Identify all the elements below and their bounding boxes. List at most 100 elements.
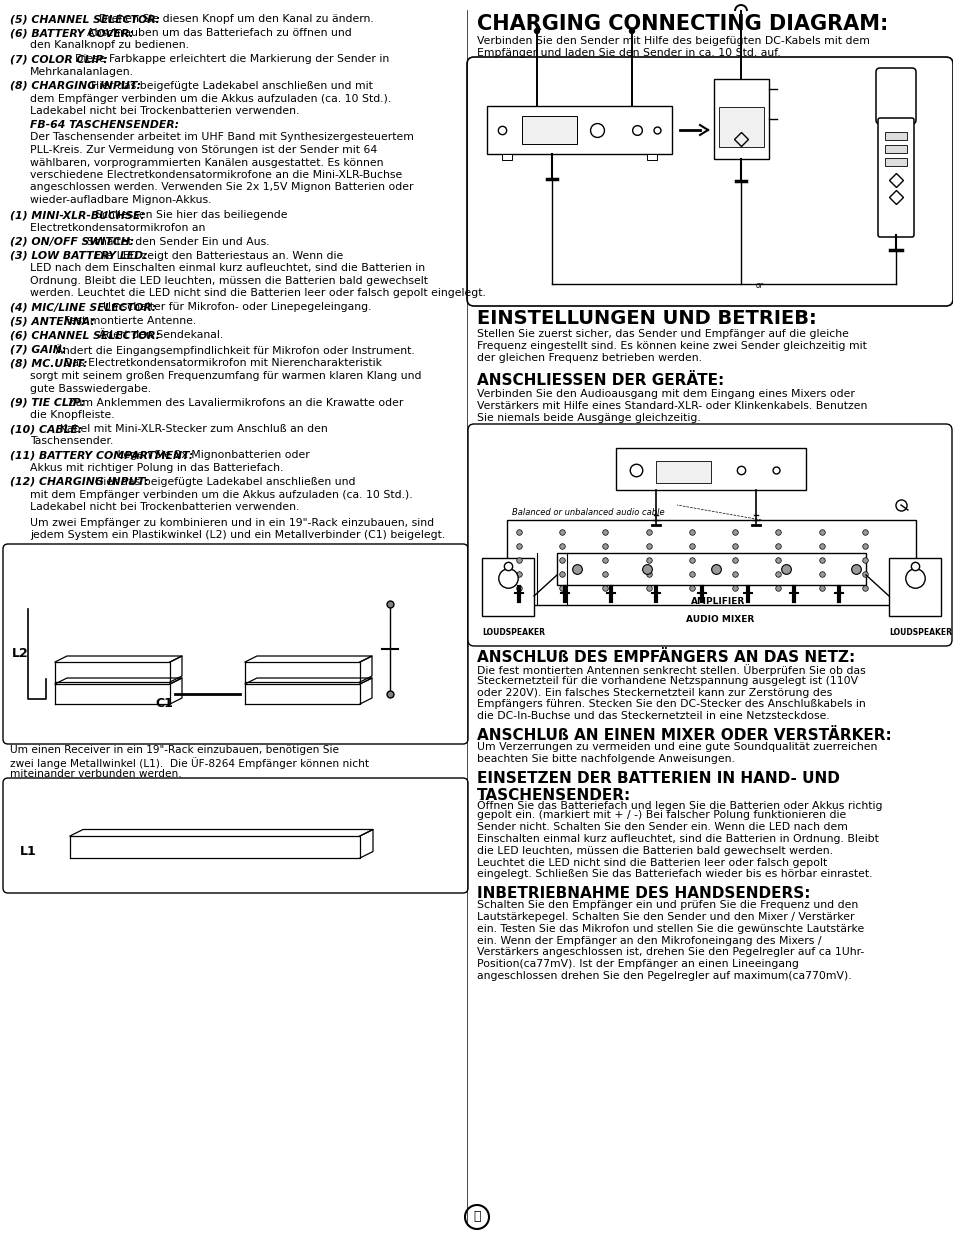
Text: Schliessen Sie hier das beiliegende: Schliessen Sie hier das beiliegende [88, 210, 287, 221]
Text: FB-64 TASCHENSENDER:: FB-64 TASCHENSENDER: [30, 120, 179, 130]
Text: ANSCHLIESSEN DER GERÄTE:: ANSCHLIESSEN DER GERÄTE: [476, 373, 723, 388]
Text: (10) CABLE:: (10) CABLE: [10, 424, 82, 433]
Bar [616, 448, 805, 490]
FancyBboxPatch shape [468, 424, 951, 646]
Text: Steckernetzteil für die vorhandene Netzspannung ausgelegt ist (110V: Steckernetzteil für die vorhandene Netzs… [476, 676, 858, 685]
Text: Hier das beigefügte Ladekabel anschließen und mit: Hier das beigefügte Ladekabel anschließe… [84, 82, 373, 91]
Text: PLL-Kreis. Zur Vermeidung von Störungen ist der Sender mit 64: PLL-Kreis. Zur Vermeidung von Störungen … [30, 144, 376, 156]
Text: LED nach dem Einschalten einmal kurz aufleuchtet, sind die Batterien in: LED nach dem Einschalten einmal kurz auf… [30, 263, 425, 273]
Text: Verstärkers angeschlossen ist, drehen Sie den Pegelregler auf ca 1Uhr-: Verstärkers angeschlossen ist, drehen Si… [476, 947, 863, 957]
Text: Legen Sie 2x Mignonbatterien oder: Legen Sie 2x Mignonbatterien oder [108, 451, 310, 461]
Text: Akkus mit richtiger Polung in das Batteriefach.: Akkus mit richtiger Polung in das Batter… [30, 463, 283, 473]
Text: LOUDSPEAKER: LOUDSPEAKER [481, 629, 544, 637]
Text: Sie niemals beide Ausgänge gleichzeitig.: Sie niemals beide Ausgänge gleichzeitig. [476, 412, 700, 424]
Text: Ädert den Sendekanal.: Ädert den Sendekanal. [91, 331, 223, 341]
Bar [884, 144, 906, 153]
Text: (4) MIC/LINE SELECTOR:: (4) MIC/LINE SELECTOR: [10, 303, 156, 312]
Text: INBETRIEBNAHME DES HANDSENDERS:: INBETRIEBNAHME DES HANDSENDERS: [476, 887, 810, 902]
Text: ANSCHLUß AN EINEN MIXER ODER VERSTÄRKER:: ANSCHLUß AN EINEN MIXER ODER VERSTÄRKER: [476, 727, 891, 743]
Text: (9) TIE CLIP:: (9) TIE CLIP: [10, 398, 85, 408]
Text: eingelegt. Schließen Sie das Batteriefach wieder bis es hörbar einrastet.: eingelegt. Schließen Sie das Batteriefac… [476, 869, 872, 879]
Text: Verbinden Sie den Sender mit Hilfe des beigefügten DC-Kabels mit dem: Verbinden Sie den Sender mit Hilfe des b… [476, 36, 869, 46]
Text: Schalten Sie den Empfänger ein und prüfen Sie die Frequenz und den: Schalten Sie den Empfänger ein und prüfe… [476, 900, 858, 910]
Text: Ladekabel nicht bei Trockenbatterien verwenden.: Ladekabel nicht bei Trockenbatterien ver… [30, 106, 299, 116]
Text: Abschrauben um das Batteriefach zu öffnen und: Abschrauben um das Batteriefach zu öffne… [80, 28, 352, 38]
Text: (11) BATTERY COMPARTMENT:: (11) BATTERY COMPARTMENT: [10, 451, 193, 461]
FancyBboxPatch shape [3, 778, 468, 893]
Text: Drehen Sie diesen Knopf um den Kanal zu ändern.: Drehen Sie diesen Knopf um den Kanal zu … [91, 14, 374, 23]
Text: (1) MINI-XLR-BUCHSE:: (1) MINI-XLR-BUCHSE: [10, 210, 145, 221]
Circle shape [534, 28, 539, 33]
Text: Sender nicht. Schalten Sie den Sender ein. Wenn die LED nach dem: Sender nicht. Schalten Sie den Sender ei… [476, 823, 847, 832]
Text: Kabel mit Mini-XLR-Stecker zum Anschluß an den: Kabel mit Mini-XLR-Stecker zum Anschluß … [52, 424, 327, 433]
Text: Taschensender.: Taschensender. [30, 436, 113, 447]
Bar [481, 558, 534, 616]
Text: Öffnen Sie das Batteriefach und legen Sie die Batterien oder Akkus richtig: Öffnen Sie das Batteriefach und legen Si… [476, 799, 882, 810]
Text: Diese Farbkappe erleichtert die Markierung der Sender in: Diese Farbkappe erleichtert die Markieru… [69, 54, 390, 64]
Text: angeschlossen drehen Sie den Pegelregler auf maximum(ca770mV).: angeschlossen drehen Sie den Pegelregler… [476, 971, 851, 981]
Bar [719, 107, 763, 147]
Text: (2) ON/OFF SWITCH:: (2) ON/OFF SWITCH: [10, 237, 134, 247]
Text: Um zwei Empfänger zu kombinieren und in ein 19"-Rack einzubauen, sind: Um zwei Empfänger zu kombinieren und in … [30, 517, 434, 529]
Bar [713, 79, 768, 159]
Text: mit dem Empfänger verbinden um die Akkus aufzuladen (ca. 10 Std.).: mit dem Empfänger verbinden um die Akkus… [30, 489, 413, 499]
Text: ein. Wenn der Empfänger an den Mikrofoneingang des Mixers /: ein. Wenn der Empfänger an den Mikrofone… [476, 936, 821, 946]
Text: Empfängers führen. Stecken Sie den DC-Stecker des Anschlußkabels in: Empfängers führen. Stecken Sie den DC-St… [476, 699, 864, 709]
Circle shape [464, 1205, 489, 1229]
Text: or: or [755, 282, 763, 290]
Text: miteinander verbunden werden.: miteinander verbunden werden. [10, 769, 181, 779]
Text: ⓘ: ⓘ [473, 1210, 480, 1224]
Text: Ordnung. Bleibt die LED leuchten, müssen die Batterien bald gewechselt: Ordnung. Bleibt die LED leuchten, müssen… [30, 275, 428, 287]
FancyBboxPatch shape [875, 68, 915, 124]
Text: (5) CHANNEL SELECTOR:: (5) CHANNEL SELECTOR: [10, 14, 160, 23]
Bar [501, 154, 512, 161]
Text: Verbinden Sie den Audioausgang mit dem Eingang eines Mixers oder: Verbinden Sie den Audioausgang mit dem E… [476, 389, 854, 399]
Text: L2: L2 [12, 647, 29, 659]
Text: Umschalter für Mikrofon- oder Linepegeleingang.: Umschalter für Mikrofon- oder Linepegele… [95, 303, 371, 312]
Text: jedem System ein Plastikwinkel (L2) und ein Metallverbinder (C1) beigelegt.: jedem System ein Plastikwinkel (L2) und … [30, 531, 445, 541]
Text: (8) MC.UNIT:: (8) MC.UNIT: [10, 358, 88, 368]
Text: verschiedene Electretkondensatormikrofone an die Mini-XLR-Buchse: verschiedene Electretkondensatormikrofon… [30, 170, 402, 180]
Text: Das Electretkondensatormikrofon mit Nierencharakteristik: Das Electretkondensatormikrofon mit Nier… [57, 358, 381, 368]
Text: (3) LOW BATTERY LED:: (3) LOW BATTERY LED: [10, 251, 148, 261]
Text: Fest montierte Antenne.: Fest montierte Antenne. [57, 316, 196, 326]
Text: Die fest montierten Antennen senkrecht stellen. Überprüfen Sie ob das: Die fest montierten Antennen senkrecht s… [476, 664, 864, 676]
Text: ein. Testen Sie das Mikrofon und stellen Sie die gewünschte Lautstärke: ein. Testen Sie das Mikrofon und stellen… [476, 924, 863, 934]
Text: AMPLIFIER: AMPLIFIER [690, 597, 744, 606]
Text: Ladekabel nicht bei Trockenbatterien verwenden.: Ladekabel nicht bei Trockenbatterien ver… [30, 501, 299, 513]
Text: die DC-In-Buchse und das Steckernetzteil in eine Netzsteckdose.: die DC-In-Buchse und das Steckernetzteil… [476, 711, 829, 721]
Text: die LED leuchten, müssen die Batterien bald gewechselt werden.: die LED leuchten, müssen die Batterien b… [476, 846, 832, 856]
Text: Schaltet den Sender Ein und Aus.: Schaltet den Sender Ein und Aus. [80, 237, 270, 247]
Text: angeschlossen werden. Verwenden Sie 2x 1,5V Mignon Batterien oder: angeschlossen werden. Verwenden Sie 2x 1… [30, 183, 413, 193]
Text: wählbaren, vorprogrammierten Kanälen ausgestattet. Es können: wählbaren, vorprogrammierten Kanälen aus… [30, 158, 383, 168]
Bar [656, 461, 711, 483]
Bar [557, 553, 865, 585]
Text: (5) ANTENNA:: (5) ANTENNA: [10, 316, 94, 326]
Text: Position(ca77mV). Ist der Empfänger an einen Lineeingang: Position(ca77mV). Ist der Empfänger an e… [476, 960, 798, 969]
Text: Zum Anklemmen des Lavaliermikrofons an die Krawatte oder: Zum Anklemmen des Lavaliermikrofons an d… [61, 398, 403, 408]
Text: EINSTELLUNGEN UND BETRIEB:: EINSTELLUNGEN UND BETRIEB: [476, 309, 816, 329]
Text: Der Taschensender arbeitet im UHF Band mit Synthesizergesteuertem: Der Taschensender arbeitet im UHF Band m… [30, 132, 414, 142]
Text: zwei lange Metallwinkel (L1).  Die ÜF-8264 Empfänger können nicht: zwei lange Metallwinkel (L1). Die ÜF-826… [10, 757, 369, 769]
Text: Empfänger und laden Sie den Sender in ca. 10 Std. auf.: Empfänger und laden Sie den Sender in ca… [476, 48, 780, 58]
Text: Frequenz eingestellt sind. Es können keine zwei Sender gleichzeitig mit: Frequenz eingestellt sind. Es können kei… [476, 341, 866, 351]
Text: Leuchtet die LED nicht sind die Batterien leer oder falsch gepolt: Leuchtet die LED nicht sind die Batterie… [476, 857, 826, 868]
Text: (8) CHARGING INPUT:: (8) CHARGING INPUT: [10, 82, 141, 91]
Bar [506, 520, 915, 605]
Text: die Knopfleiste.: die Knopfleiste. [30, 410, 114, 420]
Bar [888, 558, 940, 616]
Text: Stellen Sie zuerst sicher, das Sender und Empfänger auf die gleiche: Stellen Sie zuerst sicher, das Sender un… [476, 329, 848, 338]
Text: Electretkondensatormikrofon an: Electretkondensatormikrofon an [30, 224, 205, 233]
Text: Lautstärkepegel. Schalten Sie den Sender und den Mixer / Verstärker: Lautstärkepegel. Schalten Sie den Sender… [476, 911, 854, 923]
Text: (7) COLOR CLIP:: (7) COLOR CLIP: [10, 54, 108, 64]
Text: ANSCHLUß DES EMPFÄNGERS AN DAS NETZ:: ANSCHLUß DES EMPFÄNGERS AN DAS NETZ: [476, 650, 854, 664]
Text: Die LED zeigt den Batteriestaus an. Wenn die: Die LED zeigt den Batteriestaus an. Wenn… [88, 251, 343, 261]
Text: gepolt ein. (markiert mit + / -) Bei falscher Polung funktionieren die: gepolt ein. (markiert mit + / -) Bei fal… [476, 810, 845, 820]
Text: Um einen Receiver in ein 19"-Rack einzubauen, benötigen Sie: Um einen Receiver in ein 19"-Rack einzub… [10, 745, 338, 755]
Text: (6) BATTERY COVER:: (6) BATTERY COVER: [10, 28, 133, 38]
Text: (6) CHANNEL SELECTOR:: (6) CHANNEL SELECTOR: [10, 331, 160, 341]
Text: Hier das beigefügte Ladekabel anschließen und: Hier das beigefügte Ladekabel anschließe… [88, 477, 355, 487]
Text: Mehrkanalanlagen.: Mehrkanalanlagen. [30, 67, 133, 77]
Text: Verstärkers mit Hilfe eines Standard-XLR- oder Klinkenkabels. Benutzen: Verstärkers mit Hilfe eines Standard-XLR… [476, 401, 866, 411]
Text: Ändert die Eingangsempfindlichkeit für Mikrofon oder Instrument.: Ändert die Eingangsempfindlichkeit für M… [45, 345, 415, 357]
